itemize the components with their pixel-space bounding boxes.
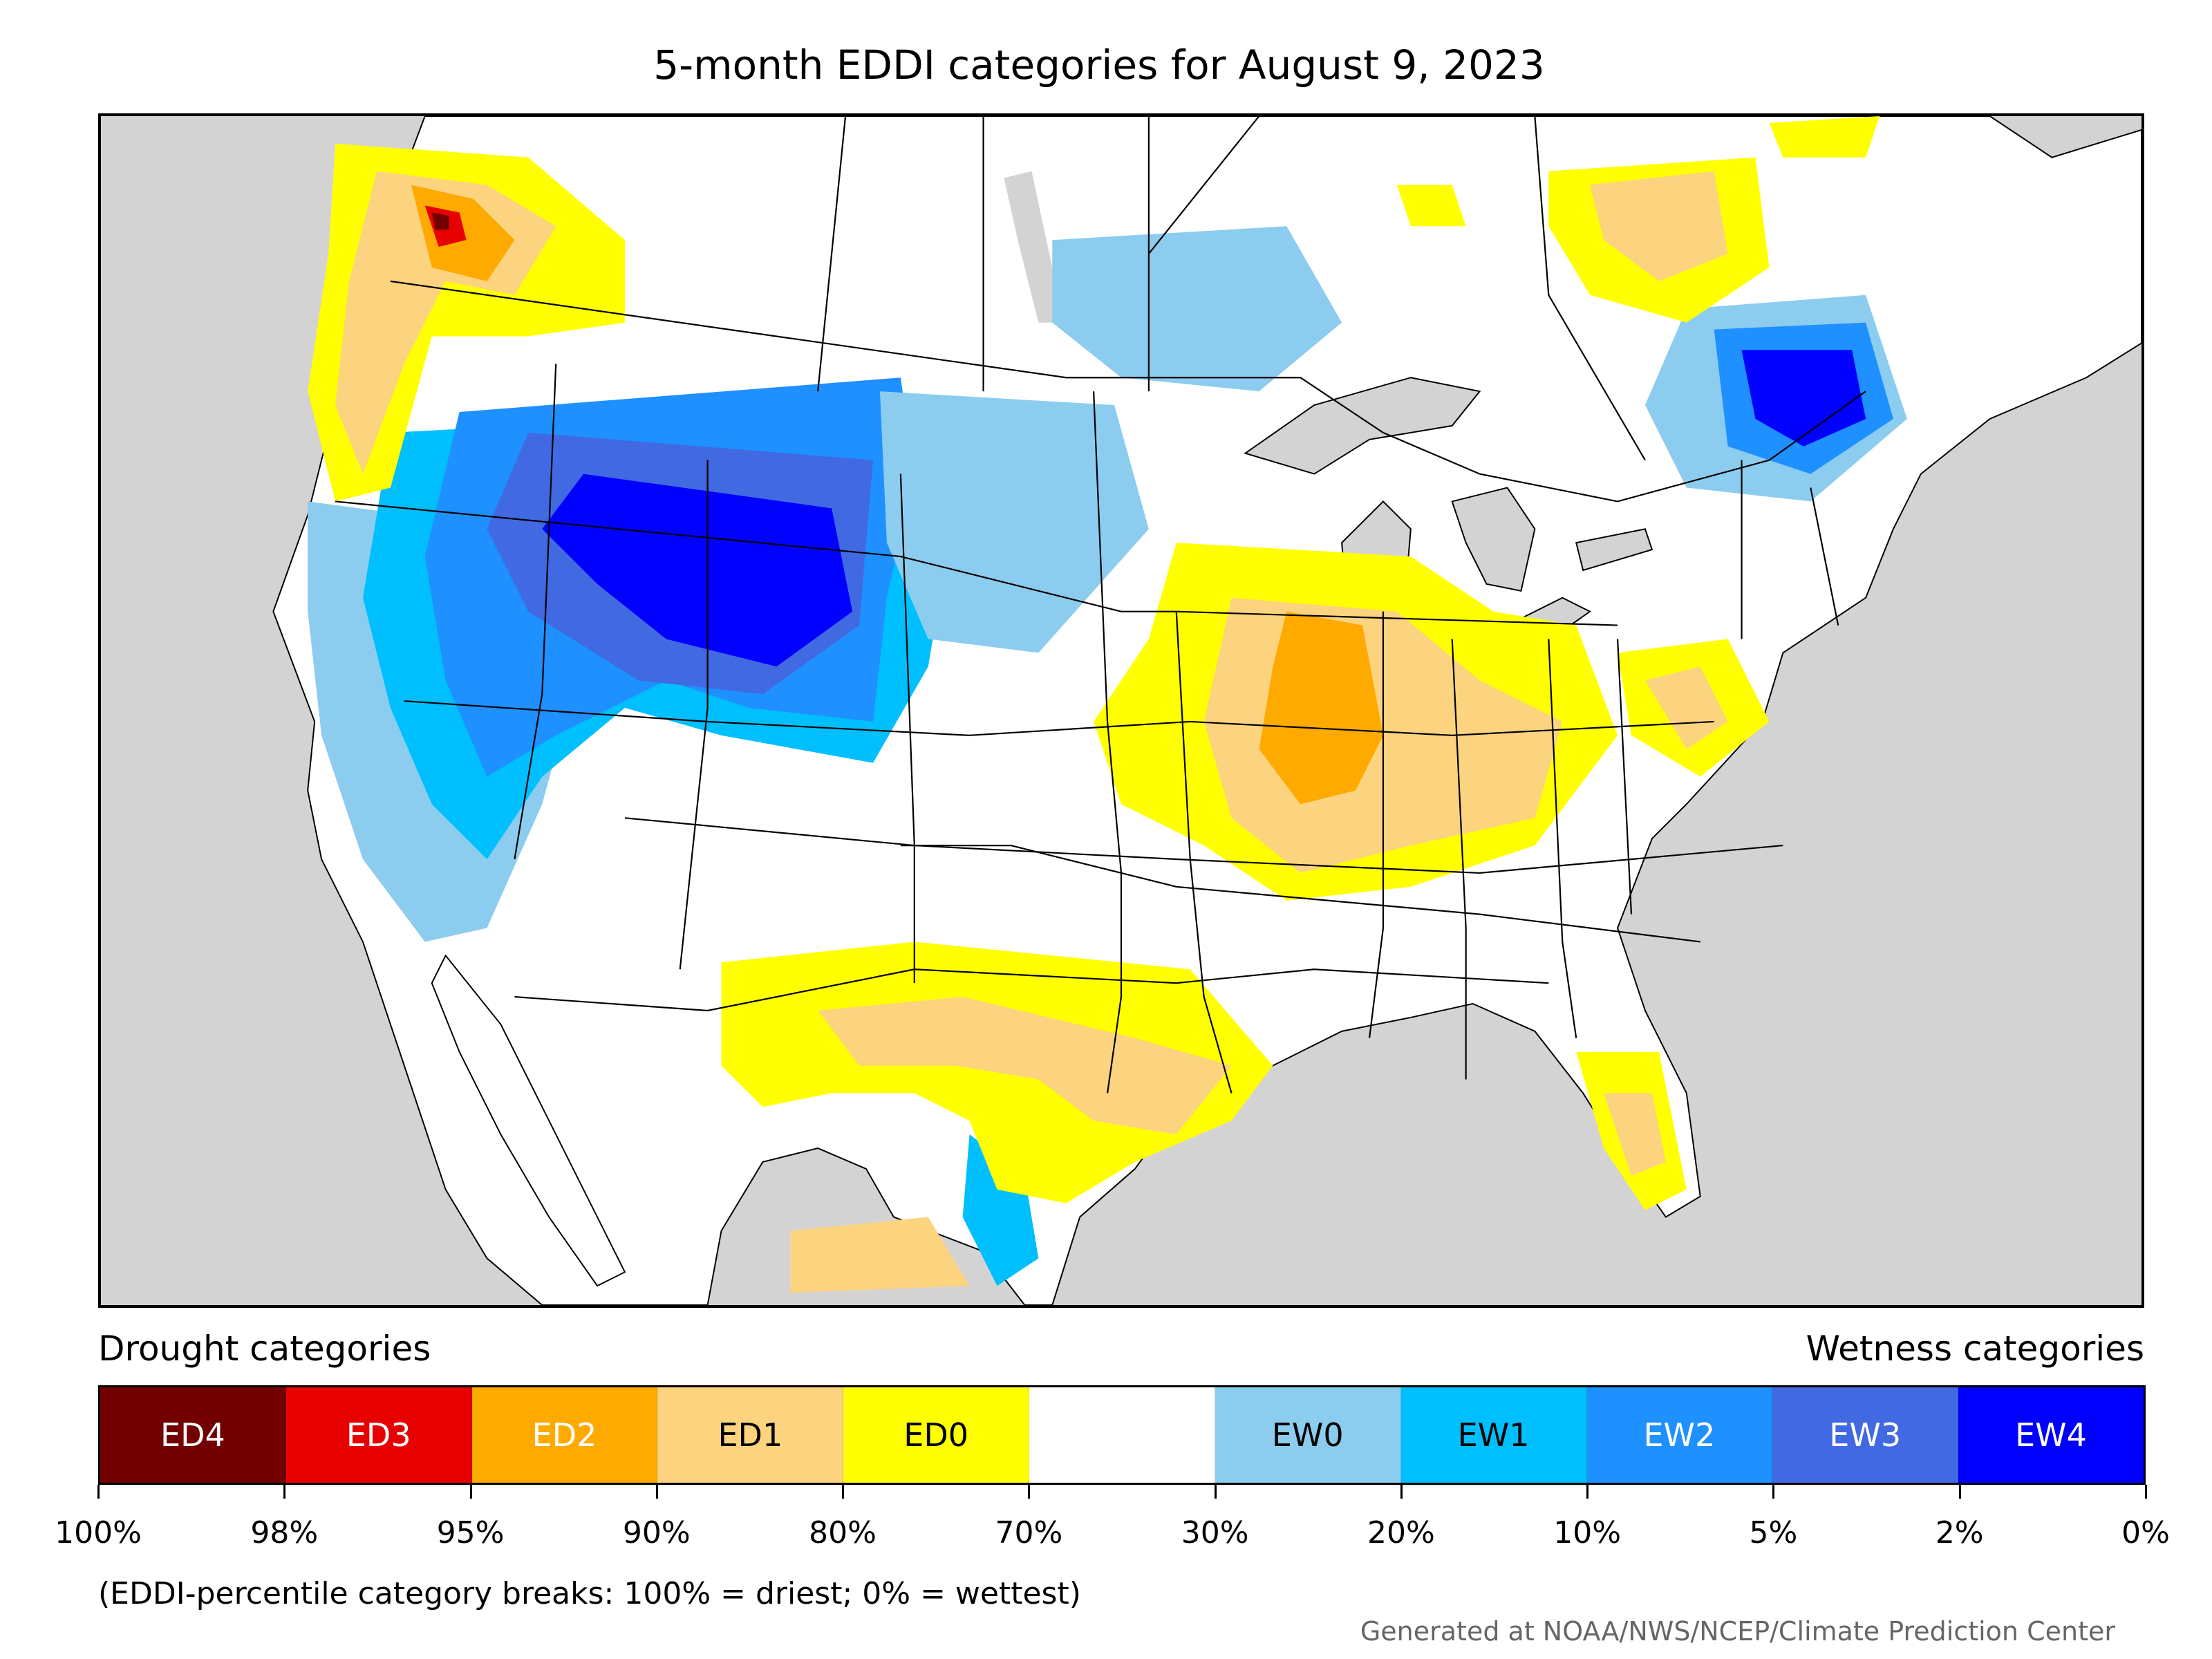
tick-mark <box>655 1485 658 1499</box>
wetness-categories-heading: Wetness categories <box>1806 1329 2144 1369</box>
tick-label: 98% <box>250 1515 319 1550</box>
colorbar-segment: ED4 <box>100 1387 286 1483</box>
map-title: 5-month EDDI categories for August 9, 20… <box>653 41 1545 88</box>
colorbar-segment: ED1 <box>657 1387 844 1483</box>
colorbar-segment: EW0 <box>1215 1387 1401 1483</box>
colorbar-segment <box>1029 1387 1215 1483</box>
eddi-map <box>98 113 2144 1308</box>
tick-mark <box>469 1485 472 1499</box>
colorbar-segment: EW4 <box>1958 1387 2144 1483</box>
colorbar-segment: ED0 <box>843 1387 1030 1483</box>
lake-ontario <box>1575 528 1653 572</box>
tick-mark <box>1772 1485 1775 1499</box>
colorbar-segment: EW3 <box>1772 1387 1959 1483</box>
tick-mark <box>2145 1485 2147 1499</box>
tick-mark <box>1958 1485 1961 1499</box>
baja-peninsula <box>431 954 626 1287</box>
tick-label: 95% <box>436 1515 505 1550</box>
lake-huron <box>1451 487 1536 592</box>
lake-superior <box>1244 377 1481 475</box>
tick-label: 5% <box>1749 1515 1798 1550</box>
drought-areas <box>308 116 1880 1293</box>
tick-label: 30% <box>1181 1515 1249 1550</box>
tick-mark <box>1586 1485 1589 1499</box>
tick-mark <box>283 1485 286 1499</box>
tick-mark <box>1214 1485 1217 1499</box>
colorbar-segment: ED2 <box>471 1387 658 1483</box>
tick-label: 0% <box>2121 1515 2170 1550</box>
tick-label: 80% <box>809 1515 877 1550</box>
colorbar-segment: EW1 <box>1400 1387 1587 1483</box>
credit-line: Generated at NOAA/NWS/NCEP/Climate Predi… <box>1360 1616 2115 1647</box>
colorbar-segment: EW2 <box>1586 1387 1773 1483</box>
tick-mark <box>1400 1485 1403 1499</box>
map-canvas <box>101 116 2141 1305</box>
colorbar-segment: ED3 <box>285 1387 472 1483</box>
drought-categories-heading: Drought categories <box>98 1329 431 1369</box>
tick-label: 2% <box>1935 1515 1984 1550</box>
political-boundaries <box>335 116 1866 1094</box>
tick-label: 90% <box>622 1515 691 1550</box>
tick-label: 20% <box>1367 1515 1435 1550</box>
tick-label: 100% <box>55 1515 142 1550</box>
tick-label: 70% <box>995 1515 1063 1550</box>
tick-mark <box>1028 1485 1031 1499</box>
tick-label: 10% <box>1553 1515 1622 1550</box>
tick-mark <box>842 1485 845 1499</box>
tick-mark <box>97 1485 100 1499</box>
lake-winnipeg <box>1004 171 1060 323</box>
category-colorbar: ED4 ED3 ED2 ED1 ED0 EW0 EW1 EW2 EW3 EW4 <box>98 1385 2146 1485</box>
category-footnote: (EDDI-percentile category breaks: 100% =… <box>98 1576 1081 1611</box>
